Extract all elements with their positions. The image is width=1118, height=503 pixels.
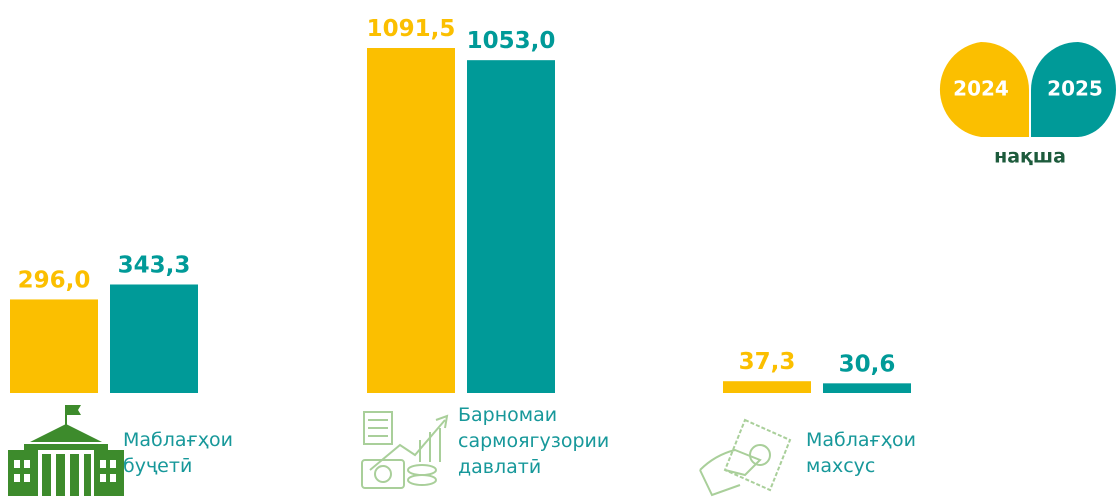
value-label: 1091,5: [367, 16, 456, 42]
legend-note: нақша: [994, 146, 1066, 168]
value-label: 37,3: [739, 349, 796, 375]
category-label: Барномаи сармоягузории давлатӣ: [458, 404, 610, 478]
bar: [823, 383, 911, 393]
value-label: 30,6: [839, 351, 896, 377]
bar: [10, 299, 98, 393]
value-label: 1053,0: [467, 28, 556, 54]
legend-swatch: [1031, 42, 1116, 137]
legend-label: 2024: [953, 77, 1009, 101]
bar: [367, 48, 455, 393]
value-label: 296,0: [18, 267, 91, 293]
category-label: Маблағҳои буҷетӣ: [123, 429, 233, 477]
legend-swatch: [939, 42, 1029, 137]
bar: [110, 284, 198, 393]
bar: [723, 381, 811, 393]
category-label: Маблағҳои махсус: [806, 429, 916, 477]
legend-label: 2025: [1047, 77, 1103, 101]
bar: [467, 60, 555, 393]
investment-icon: [361, 411, 449, 489]
value-label: 343,3: [118, 252, 191, 278]
building-icon: [8, 405, 124, 496]
money-hand-icon: [699, 418, 792, 497]
